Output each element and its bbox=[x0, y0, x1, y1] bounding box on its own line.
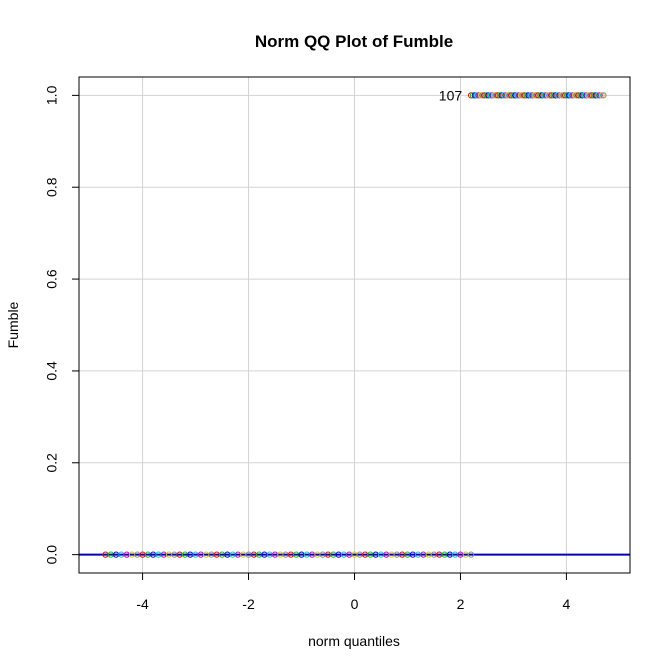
data-point bbox=[560, 92, 567, 99]
y-tick-label: 0.6 bbox=[44, 269, 60, 289]
y-axis-label: Fumble bbox=[5, 301, 21, 348]
data-point bbox=[562, 92, 569, 99]
data-point bbox=[538, 92, 546, 99]
data-point bbox=[594, 92, 601, 99]
x-tick-label: -2 bbox=[242, 596, 255, 612]
data-point bbox=[592, 92, 599, 99]
data-point bbox=[573, 92, 580, 99]
data-point bbox=[521, 92, 528, 99]
data-point bbox=[477, 92, 484, 99]
data-points bbox=[102, 92, 607, 558]
data-point bbox=[492, 92, 500, 99]
data-point bbox=[469, 92, 477, 99]
data-point bbox=[479, 92, 486, 99]
data-point bbox=[489, 92, 496, 99]
data-point bbox=[548, 92, 555, 99]
data-point bbox=[544, 92, 551, 99]
data-point bbox=[565, 92, 573, 99]
data-point bbox=[563, 92, 571, 99]
data-point bbox=[527, 92, 534, 99]
chart-title: Norm QQ Plot of Fumble bbox=[255, 32, 453, 51]
data-point bbox=[577, 92, 584, 99]
data-point bbox=[585, 92, 592, 99]
data-point bbox=[506, 92, 513, 99]
data-point bbox=[531, 92, 538, 99]
data-point bbox=[590, 92, 598, 99]
data-point bbox=[525, 92, 532, 99]
data-point bbox=[533, 92, 540, 99]
data-point bbox=[554, 92, 561, 99]
y-tick-label: 0.8 bbox=[44, 177, 60, 197]
data-point bbox=[579, 92, 586, 99]
y-tick-label: 0.0 bbox=[44, 545, 60, 565]
data-point bbox=[600, 92, 607, 99]
x-tick-label: -4 bbox=[136, 596, 149, 612]
x-axis-ticks: -4 -2 0 2 4 bbox=[136, 573, 571, 612]
data-point bbox=[540, 92, 548, 99]
point-annotation: 107 bbox=[439, 87, 463, 103]
data-point bbox=[596, 92, 603, 99]
data-point bbox=[490, 92, 498, 99]
data-point bbox=[512, 92, 519, 99]
y-tick-label: 0.4 bbox=[44, 361, 60, 381]
data-point bbox=[535, 92, 542, 99]
data-point bbox=[546, 92, 553, 99]
y-tick-label: 0.2 bbox=[44, 453, 60, 473]
x-axis-label: norm quantiles bbox=[308, 633, 400, 649]
data-point bbox=[487, 92, 494, 99]
data-point bbox=[494, 92, 502, 99]
data-point bbox=[556, 92, 563, 99]
data-point bbox=[473, 92, 480, 99]
data-point bbox=[471, 92, 478, 99]
data-point bbox=[519, 92, 526, 99]
data-point bbox=[567, 92, 574, 99]
data-point bbox=[514, 92, 521, 99]
data-point bbox=[496, 92, 503, 99]
data-point bbox=[481, 92, 488, 99]
data-point bbox=[552, 92, 559, 99]
data-point bbox=[529, 92, 536, 99]
data-point bbox=[537, 92, 544, 99]
data-point bbox=[571, 92, 578, 99]
data-point bbox=[569, 92, 576, 99]
y-axis-ticks: 0.0 0.2 0.4 0.6 0.8 1.0 bbox=[44, 85, 79, 564]
data-point bbox=[504, 92, 511, 99]
data-point bbox=[586, 92, 594, 99]
data-point bbox=[485, 92, 492, 99]
data-point bbox=[558, 92, 565, 99]
x-tick-label: 2 bbox=[457, 596, 465, 612]
data-point bbox=[515, 92, 523, 99]
data-point bbox=[598, 92, 605, 99]
x-tick-label: 0 bbox=[351, 596, 359, 612]
data-point bbox=[467, 92, 475, 99]
data-point bbox=[483, 92, 490, 99]
data-point bbox=[475, 92, 482, 99]
data-point bbox=[581, 92, 588, 99]
data-point bbox=[498, 92, 505, 99]
data-point bbox=[523, 92, 530, 99]
x-tick-label: 4 bbox=[563, 596, 571, 612]
data-point bbox=[502, 92, 509, 99]
y-tick-label: 1.0 bbox=[44, 85, 60, 105]
data-point bbox=[583, 92, 590, 99]
data-point bbox=[508, 92, 515, 99]
data-point bbox=[550, 92, 557, 99]
data-point bbox=[575, 92, 582, 99]
data-point bbox=[500, 92, 507, 99]
grid-lines bbox=[79, 77, 630, 573]
data-point bbox=[588, 92, 596, 99]
data-point bbox=[542, 92, 550, 99]
data-point bbox=[517, 92, 525, 99]
data-point bbox=[467, 551, 475, 558]
data-point bbox=[510, 92, 517, 99]
